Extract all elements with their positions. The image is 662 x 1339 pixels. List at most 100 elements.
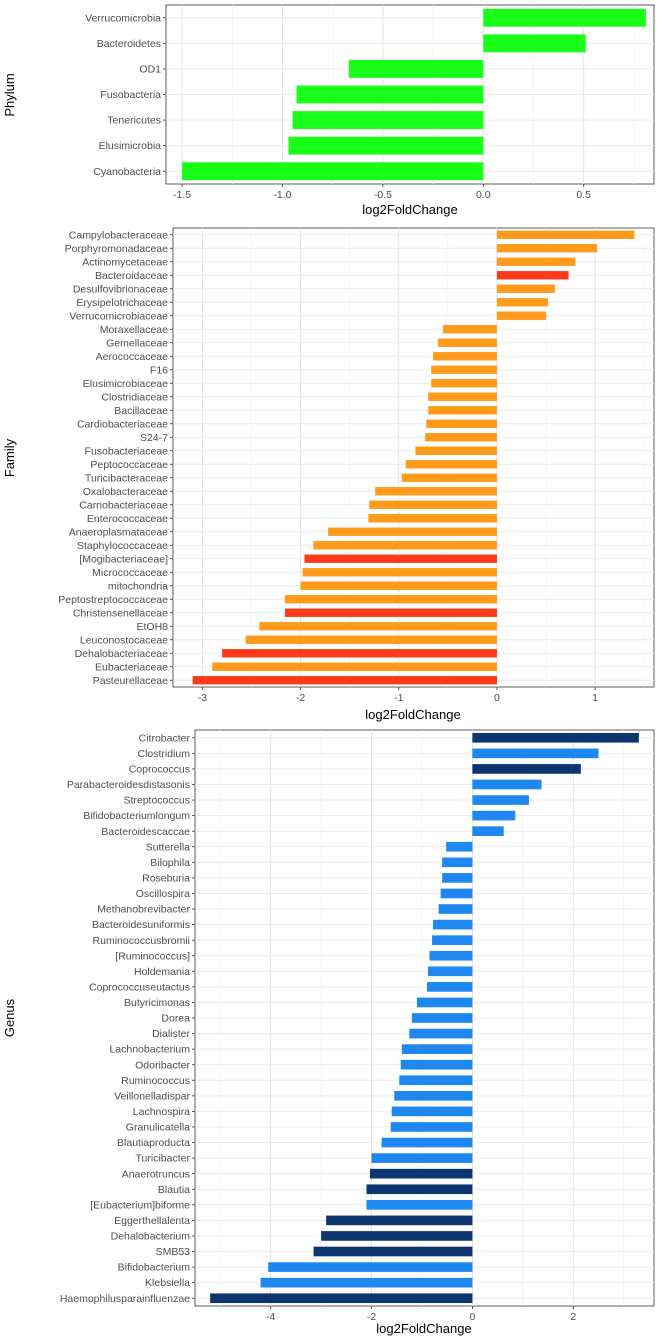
- category-label: Fusobacteriaceae: [85, 445, 169, 457]
- category-label: Dehalobacteriaceae: [75, 648, 169, 660]
- bar-odoribacter: [400, 1059, 473, 1070]
- category-label: Anaerotruncus: [122, 1168, 190, 1180]
- category-label: OD1: [139, 64, 161, 76]
- bar-oscillospira: [440, 888, 473, 899]
- bar-pasteurellaceae: [192, 676, 497, 685]
- category-label: Fusobacteria: [100, 89, 161, 101]
- family-y-axis-title: Family: [2, 438, 17, 477]
- category-label: Ruminococcusbromii: [93, 935, 190, 947]
- category-label: Lachnobacterium: [109, 1044, 190, 1056]
- category-label: Bacteroidesuniformis: [92, 919, 190, 931]
- category-label: Staphylococcaceae: [77, 540, 168, 552]
- category-label: Cardiobacteriaceae: [77, 418, 168, 430]
- category-label: Verrucomicrobiaceae: [69, 310, 168, 322]
- category-label: Bacteroidescaccae: [101, 826, 190, 838]
- bar-elusimicrobiaceae: [431, 379, 497, 388]
- bar-verrucomicrobiaceae: [496, 311, 547, 320]
- bar-sutterella: [446, 841, 473, 852]
- x-tick-label: 0.5: [576, 189, 591, 201]
- phylum-x-ticks: -1.5 -1.0 -0.5 0.0 0.5: [173, 184, 591, 201]
- category-label: S24-7: [140, 432, 168, 444]
- bar-bacteroidetes: [483, 34, 586, 53]
- bar-roseburia: [442, 873, 473, 883]
- category-label: Elusimicrobia: [99, 140, 162, 152]
- genus-x-ticks: -4 -2 0 2: [266, 1306, 576, 1323]
- bar-bacillaceae: [428, 406, 497, 415]
- category-label: Leuconostocaceae: [80, 634, 168, 646]
- category-label: Blautiaproducta: [117, 1137, 190, 1149]
- phylum-y-axis-title: Phylum: [2, 73, 17, 116]
- bar-leuconostocaceae: [245, 635, 497, 644]
- category-label: Verrucomicrobia: [85, 12, 161, 24]
- category-label: Anaeroplasmataceae: [69, 526, 168, 538]
- family-panel: Campylobacteraceae PorphyromonadaceaeActi…: [2, 227, 655, 722]
- category-label: Haemophilusparainfluenzae: [60, 1293, 190, 1305]
- bar-veillonelladispar: [394, 1091, 473, 1101]
- bar-desulfovibrionaceae: [496, 284, 555, 293]
- bar-eubacterium-biforme: [366, 1199, 473, 1210]
- bar-moraxellaceae: [442, 325, 497, 334]
- bar-christensenellaceae: [284, 608, 497, 617]
- bar-erysipelotrichaceae: [496, 298, 548, 307]
- bar-bifidobacterium: [268, 1262, 473, 1272]
- bar-dialister: [409, 1028, 473, 1039]
- category-label: Sutterella: [146, 841, 191, 853]
- bar-parabacteroidesdistasonis: [472, 779, 542, 790]
- genus-x-axis-title: log2FoldChange: [376, 1321, 471, 1336]
- genus-gridlines: [195, 730, 654, 1306]
- x-tick-label: 0: [494, 692, 500, 704]
- bar-eggerthellalenta: [326, 1215, 473, 1226]
- bar-bacteroidescaccae: [472, 826, 504, 837]
- category-label: Eggerthellalenta: [114, 1215, 190, 1227]
- category-label: Blautia: [158, 1184, 190, 1196]
- x-tick-label: 0.0: [476, 189, 491, 201]
- category-label: Actinomycetaceae: [82, 256, 168, 268]
- genus-panel: Citrobacter Clostridium Coprococcus Parabac…: [2, 729, 655, 1336]
- category-label: Turicibacteraceae: [85, 472, 168, 484]
- category-label: Bilophila: [150, 857, 190, 869]
- bar-actinomycetaceae: [496, 257, 576, 266]
- bar-dorea: [411, 1013, 473, 1023]
- category-label: Pasteurellaceae: [93, 675, 168, 687]
- bar-f16: [431, 365, 497, 374]
- category-label: Turicibacter: [136, 1153, 191, 1165]
- bar-fusobacteria: [296, 85, 484, 104]
- category-label: [Mogibacteriaceae]: [79, 553, 168, 565]
- bar-haemophilusparainfluenzae: [210, 1293, 473, 1304]
- bar-bacteroidesuniformis: [433, 919, 473, 930]
- category-label: Erysipelotrichaceae: [76, 297, 168, 309]
- family-x-ticks: -3 -2 -1 0 1: [198, 687, 598, 704]
- bar-od1: [348, 59, 484, 78]
- category-label: [Ruminococcus]: [115, 950, 190, 962]
- bar-carnobacteriaceae: [369, 500, 497, 509]
- bar-verrucomicrobia: [483, 8, 646, 27]
- bar-bilophila: [442, 857, 473, 868]
- bar-lachnobacterium: [401, 1044, 473, 1054]
- category-label: Carnobacteriaceae: [79, 499, 168, 511]
- category-label: Odoribacter: [135, 1059, 190, 1071]
- genus-y-axis-title: Genus: [2, 998, 17, 1037]
- x-tick-label: -1.0: [273, 189, 291, 201]
- x-tick-label: -1: [394, 692, 403, 704]
- bar-dehalobacterium: [321, 1231, 473, 1241]
- bar-oxalobacteraceae: [375, 487, 497, 496]
- bar-ruminococcus: [429, 950, 473, 961]
- category-label: Clostridium: [137, 748, 190, 760]
- category-label: Bifidobacteriumlongum: [83, 810, 190, 822]
- phylum-category-labels: Verrucomicrobia Bacteroidetes OD1 Fusobacte…: [85, 12, 166, 178]
- bar-holdemania: [428, 966, 473, 977]
- bar-mitochondria: [300, 581, 497, 590]
- category-label: Oscillospira: [136, 888, 190, 900]
- bar-klebsiella: [260, 1277, 473, 1288]
- bar-peptostreptococcaceae: [284, 595, 497, 604]
- bar-streptococcus: [472, 795, 529, 805]
- bar-eubacteriaceae: [212, 662, 497, 671]
- category-label: Peptostreptococcaceae: [58, 594, 168, 606]
- category-label: Parabacteroidesdistasonis: [67, 779, 190, 791]
- category-label: Christensenellaceae: [73, 607, 168, 619]
- category-label: Gemellaceae: [106, 337, 168, 349]
- category-label: Enterococcaceae: [87, 513, 168, 525]
- category-label: Porphyromonadaceae: [65, 243, 168, 255]
- category-label: Dorea: [161, 1013, 190, 1025]
- category-label: Granulicatella: [126, 1122, 190, 1134]
